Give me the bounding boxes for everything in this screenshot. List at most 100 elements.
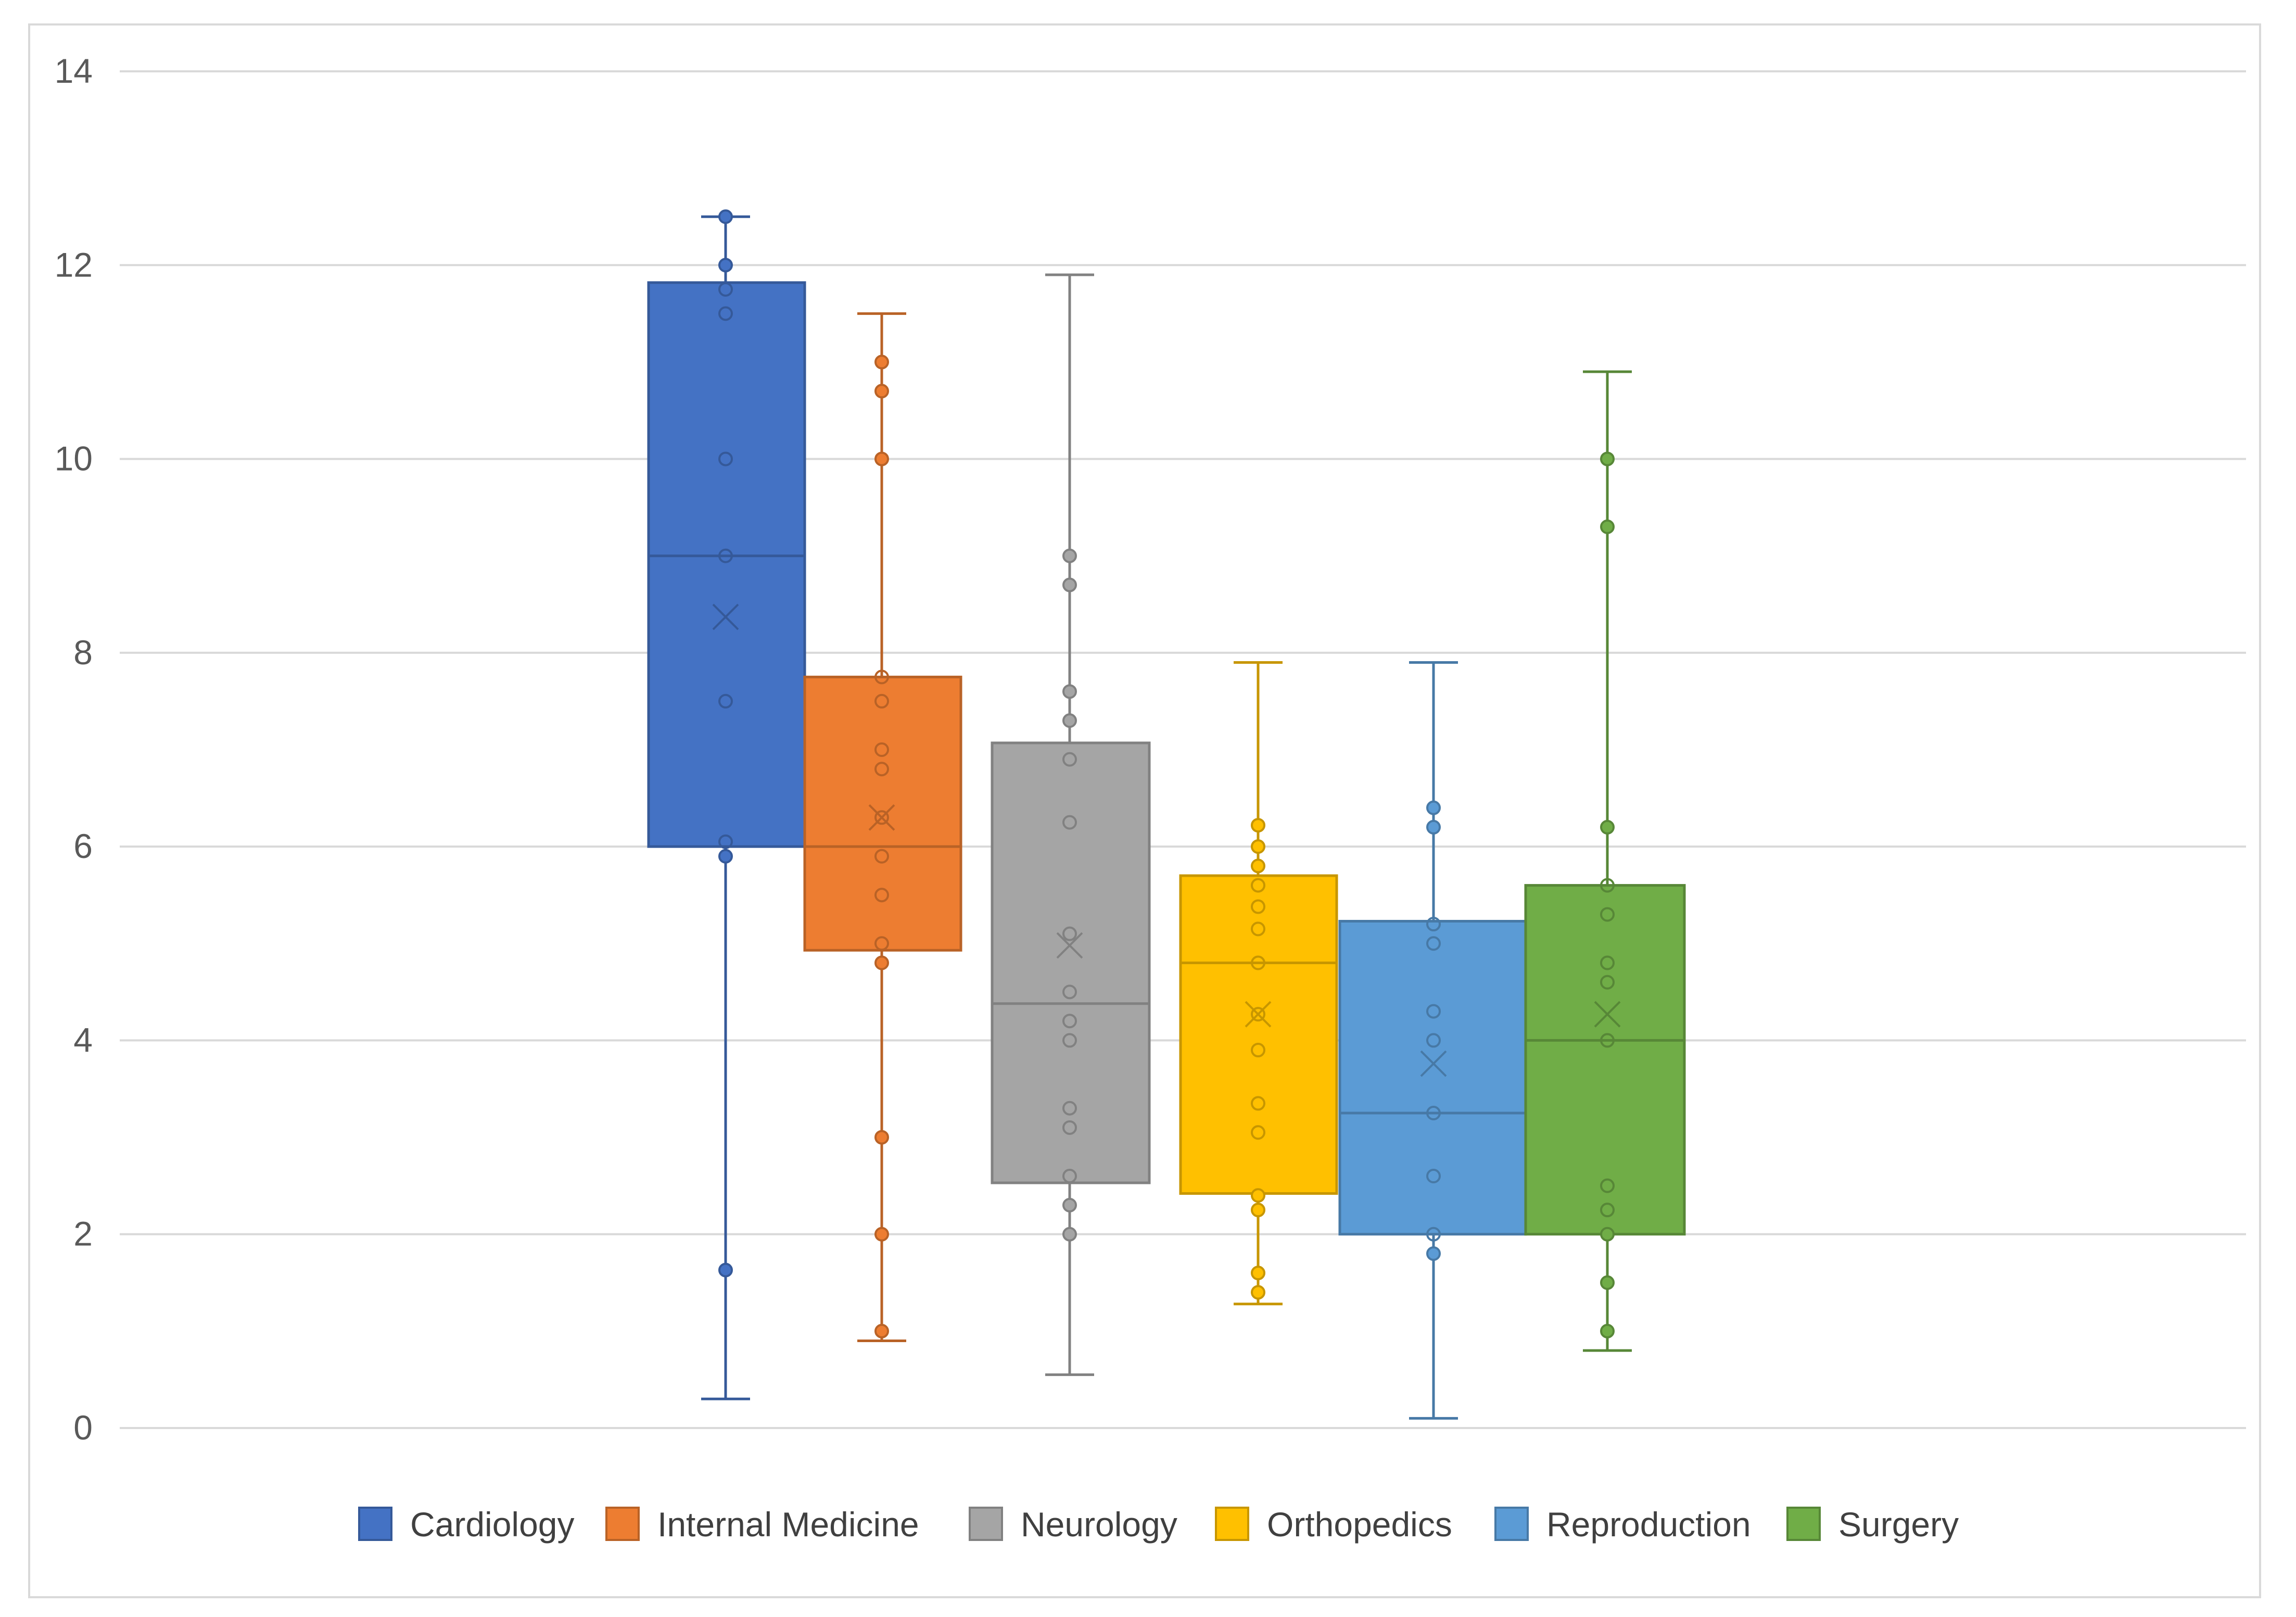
y-tick-label: 4 [73, 1020, 93, 1059]
data-point [718, 306, 733, 321]
box-surgery [1524, 370, 1686, 1352]
data-point [1062, 1197, 1077, 1212]
data-point [1062, 926, 1077, 941]
data-point [1062, 713, 1077, 728]
mean-marker [868, 804, 895, 831]
mean-marker [712, 603, 739, 630]
data-point [1062, 1101, 1077, 1116]
data-point [1062, 684, 1077, 699]
legend-label: Surgery [1838, 1505, 1959, 1544]
data-point [718, 258, 733, 273]
data-point [1062, 1227, 1077, 1242]
legend-swatch-neurology [969, 1507, 1003, 1541]
data-point [1426, 1004, 1441, 1019]
data-point [874, 355, 889, 370]
data-point [718, 849, 733, 864]
data-point [1251, 1007, 1265, 1022]
data-point [874, 762, 889, 777]
legend-label: Cardiology [410, 1505, 575, 1544]
data-point [1426, 1169, 1441, 1184]
data-point [1600, 1178, 1615, 1193]
data-point [1600, 819, 1615, 835]
mean-marker [1594, 1001, 1621, 1028]
legend-swatch-cardiology [358, 1507, 392, 1541]
iqr-box [1524, 884, 1686, 1236]
data-point [718, 451, 733, 466]
data-point [874, 810, 889, 825]
data-point [874, 384, 889, 399]
data-point [1251, 1285, 1265, 1300]
data-point [1426, 1227, 1441, 1242]
data-point [874, 849, 889, 864]
data-point [1062, 577, 1077, 592]
data-point [1600, 519, 1615, 534]
data-point [718, 1262, 733, 1278]
data-point [874, 669, 889, 685]
data-point [1600, 1275, 1615, 1290]
data-point [1600, 1227, 1615, 1242]
data-point [874, 1323, 889, 1338]
data-point [1426, 1106, 1441, 1121]
legend-label: Internal Medicine [657, 1505, 919, 1544]
box-orthopedics [1179, 661, 1338, 1306]
box-internal-medicine [803, 312, 962, 1342]
data-point [874, 451, 889, 466]
data-point [1426, 917, 1441, 932]
data-point [1426, 819, 1441, 835]
legend-label: Neurology [1021, 1505, 1177, 1544]
legend-label: Reproduction [1546, 1505, 1751, 1544]
data-point [1600, 975, 1615, 990]
box-series [647, 209, 1686, 1420]
data-point [874, 936, 889, 951]
y-tick-label: 0 [73, 1408, 93, 1447]
legend: Cardiology Internal Medicine Neurology Orth… [358, 1505, 1959, 1544]
data-point [718, 209, 733, 224]
data-point [1251, 1203, 1265, 1218]
data-point [1062, 548, 1077, 563]
data-point [1600, 451, 1615, 466]
data-point [1062, 1033, 1077, 1048]
data-point [1426, 936, 1441, 951]
mean-marker [1245, 1001, 1272, 1028]
legend-swatch-internal-medicine [605, 1507, 640, 1541]
data-point [1251, 1125, 1265, 1140]
data-point [874, 693, 889, 709]
iqr-box [647, 281, 806, 848]
data-point [1426, 800, 1441, 815]
mean-marker [1056, 932, 1083, 959]
data-point [1251, 1266, 1265, 1281]
iqr-box [991, 741, 1151, 1184]
data-point [1251, 839, 1265, 854]
data-point [1062, 752, 1077, 767]
y-axis-tick-labels: 0 2 4 6 8 10 12 14 [55, 52, 93, 1447]
y-tick-label: 10 [55, 439, 93, 478]
data-point [874, 1227, 889, 1242]
data-point [1600, 878, 1615, 893]
data-point [1251, 818, 1265, 833]
data-point [1426, 1246, 1441, 1261]
data-point [1251, 1096, 1265, 1111]
data-point [1062, 815, 1077, 830]
box-reproduction [1338, 661, 1527, 1420]
data-point [874, 1130, 889, 1145]
iqr-box [1179, 874, 1338, 1195]
iqr-box [1338, 919, 1527, 1236]
y-tick-label: 2 [73, 1215, 93, 1253]
data-point [718, 693, 733, 709]
data-point [1251, 921, 1265, 937]
box-cardiology [647, 209, 806, 1400]
data-point [1062, 1014, 1077, 1029]
data-point [1600, 955, 1615, 970]
legend-label: Orthopedics [1267, 1505, 1452, 1544]
y-tick-label: 6 [73, 827, 93, 865]
data-point [1062, 984, 1077, 1000]
data-point [1251, 878, 1265, 893]
iqr-box [803, 675, 962, 952]
legend-swatch-orthopedics [1215, 1507, 1249, 1541]
data-point [874, 955, 889, 970]
data-point [874, 888, 889, 903]
data-point [1062, 1169, 1077, 1184]
y-tick-label: 14 [55, 52, 93, 90]
data-point [1600, 1033, 1615, 1048]
